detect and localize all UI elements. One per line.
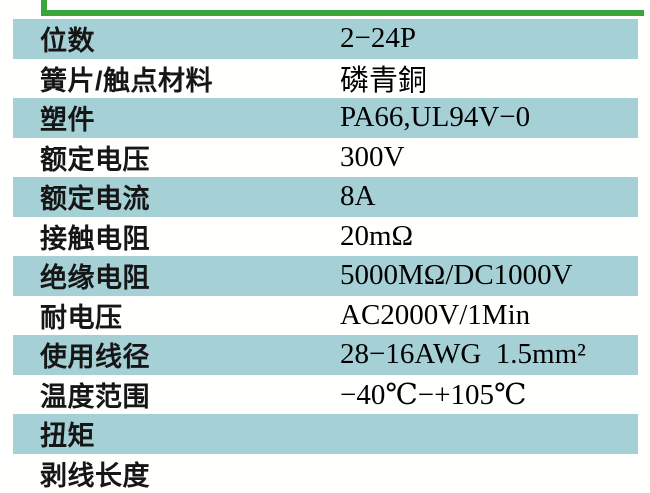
spec-row: 耐电压 AC2000V/1Min <box>13 296 638 336</box>
spec-row: 额定电流 8A <box>13 177 638 217</box>
spec-row: 剥线长度 <box>13 454 638 493</box>
spec-label: 簧片/触点材料 <box>13 59 340 98</box>
spec-value: PA66,UL94V−0 <box>340 101 530 134</box>
spec-label: 剥线长度 <box>13 454 340 493</box>
spec-row: 接触电阻 20mΩ <box>13 217 638 257</box>
specification-table: 位数 2−24P 簧片/触点材料 磷青銅 塑件 PA66,UL94V−0 额定电… <box>13 19 638 493</box>
spec-row: 扭矩 <box>13 414 638 454</box>
spec-value: 2−24P <box>340 22 416 55</box>
spec-label: 绝缘电阻 <box>13 256 340 295</box>
spec-row: 额定电压 300V <box>13 138 638 178</box>
spec-label: 位数 <box>13 19 340 58</box>
spec-row: 塑件 PA66,UL94V−0 <box>13 98 638 138</box>
spec-value: 300V <box>340 141 404 174</box>
green-box-corner-frame <box>41 0 644 16</box>
spec-label: 扭矩 <box>13 414 340 453</box>
spec-label: 额定电压 <box>13 138 340 177</box>
spec-value: 20mΩ <box>340 220 413 253</box>
spec-label: 耐电压 <box>13 296 340 335</box>
spec-value: 5000MΩ/DC1000V <box>340 259 573 292</box>
spec-row: 温度范围 −40℃−+105℃ <box>13 375 638 415</box>
spec-row: 绝缘电阻 5000MΩ/DC1000V <box>13 256 638 296</box>
spec-label: 塑件 <box>13 98 340 137</box>
spec-row: 使用线径 28−16AWG 1.5mm² <box>13 335 638 375</box>
spec-row: 簧片/触点材料 磷青銅 <box>13 59 638 99</box>
spec-label: 温度范围 <box>13 375 340 414</box>
spec-value: AC2000V/1Min <box>340 299 530 332</box>
spec-label: 额定电流 <box>13 177 340 216</box>
spec-value: 28−16AWG 1.5mm² <box>340 338 586 371</box>
spec-row: 位数 2−24P <box>13 19 638 59</box>
spec-value: 8A <box>340 180 375 213</box>
spec-label: 使用线径 <box>13 335 340 374</box>
spec-value: 磷青銅 <box>340 57 427 99</box>
spec-value: −40℃−+105℃ <box>340 377 526 412</box>
spec-label: 接触电阻 <box>13 217 340 256</box>
